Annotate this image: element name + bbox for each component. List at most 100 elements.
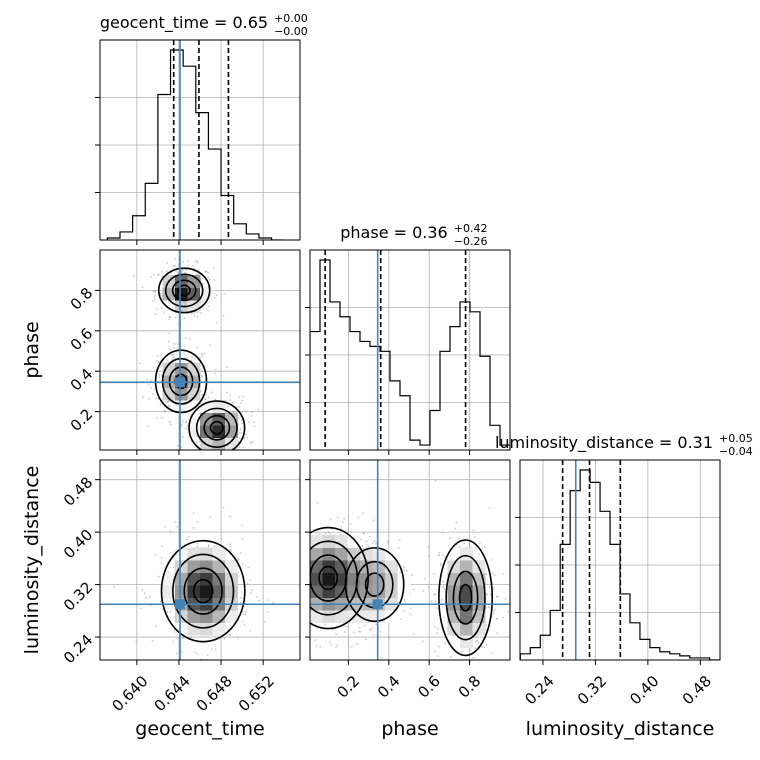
sample-point (490, 651, 493, 654)
sample-point (221, 453, 223, 455)
sample-point (169, 316, 172, 318)
sample-point (171, 353, 173, 356)
sample-point (409, 607, 412, 610)
sample-point (476, 639, 479, 642)
sample-point (149, 386, 152, 389)
sample-point (200, 370, 203, 372)
sample-point (174, 521, 177, 523)
sample-point (304, 599, 306, 601)
sample-point (372, 519, 375, 522)
sample-point (214, 372, 216, 375)
sample-point (237, 559, 240, 561)
sample-point (180, 424, 183, 427)
contour-line (157, 267, 211, 314)
sample-point (167, 400, 170, 403)
sample-point (239, 552, 242, 554)
sample-point (356, 643, 359, 646)
title-minus: −0.00 (274, 25, 308, 38)
sample-point (160, 556, 163, 559)
sample-point (437, 627, 439, 630)
sample-point (314, 639, 317, 642)
sample-point (304, 587, 306, 589)
sample-point (232, 410, 234, 413)
panel-frame (309, 249, 511, 451)
sample-point (341, 521, 344, 523)
sample-point (229, 399, 232, 401)
sample-point (238, 431, 241, 434)
sample-point (153, 273, 156, 276)
panel-frame (519, 459, 721, 661)
sample-point (350, 645, 353, 648)
density-cell (225, 437, 238, 450)
sample-point (441, 585, 444, 588)
sample-point (460, 650, 463, 653)
sample-point (173, 616, 176, 619)
sample-point (318, 533, 321, 536)
sample-point (205, 397, 208, 400)
sample-point (455, 521, 458, 524)
sample-point (171, 358, 173, 361)
sample-point (319, 646, 321, 648)
density-cell (175, 350, 188, 363)
density-cell (212, 425, 226, 438)
sample-point (422, 640, 425, 643)
sample-point (167, 340, 170, 343)
sample-point (360, 661, 362, 663)
sample-point (164, 525, 167, 528)
sample-point (211, 661, 213, 663)
sample-point (229, 515, 232, 518)
sample-point (181, 269, 184, 271)
sample-point (196, 542, 199, 545)
sample-point (169, 423, 172, 426)
hist-panel-phase (305, 249, 511, 455)
sample-point (157, 361, 160, 364)
sample-point (222, 506, 225, 509)
density-cell (175, 547, 188, 561)
sample-point (365, 540, 368, 543)
sample-point (496, 632, 499, 635)
sample-point (172, 353, 175, 356)
sample-point (153, 298, 156, 301)
sample-point (365, 638, 368, 641)
density-cell (162, 572, 176, 586)
x-axis-label-geocent_time: geocent_time (135, 718, 264, 740)
density-cell (175, 585, 188, 598)
y-tick-label-luminosity_distance: 0.48 (60, 473, 96, 509)
x-tick-label-phase: 0.4 (374, 672, 404, 702)
sample-point (436, 632, 438, 635)
sample-point (215, 321, 218, 324)
sample-point (160, 354, 163, 357)
sample-point (405, 569, 408, 572)
sample-point (430, 600, 433, 603)
density-cell (225, 560, 238, 573)
density-cell (347, 547, 361, 561)
density-cell (447, 622, 461, 636)
sample-point (398, 539, 401, 542)
sample-point (483, 646, 486, 649)
sample-point (196, 315, 199, 318)
sample-point (432, 573, 435, 575)
sample-point (149, 595, 151, 598)
sample-point (449, 696, 451, 698)
sample-point (192, 526, 195, 529)
sample-point (150, 379, 152, 382)
sample-point (229, 548, 232, 551)
sample-point (214, 648, 217, 651)
sample-point (194, 357, 196, 360)
sample-point (441, 598, 443, 601)
y-tick-label-phase: 0.8 (67, 284, 97, 314)
contour-line (161, 357, 201, 405)
sample-point (208, 278, 211, 281)
density-cell (322, 547, 336, 561)
density-cell (335, 535, 348, 548)
sample-point (155, 360, 158, 362)
sample-point (204, 270, 207, 273)
sample-point (460, 673, 462, 675)
sample-point (168, 420, 171, 423)
sample-point (442, 553, 444, 556)
sample-point (214, 398, 217, 401)
contour-line (168, 366, 194, 397)
sample-point (196, 260, 199, 262)
density-cell (322, 572, 336, 586)
y-tick-label-luminosity_distance: 0.40 (60, 526, 96, 562)
